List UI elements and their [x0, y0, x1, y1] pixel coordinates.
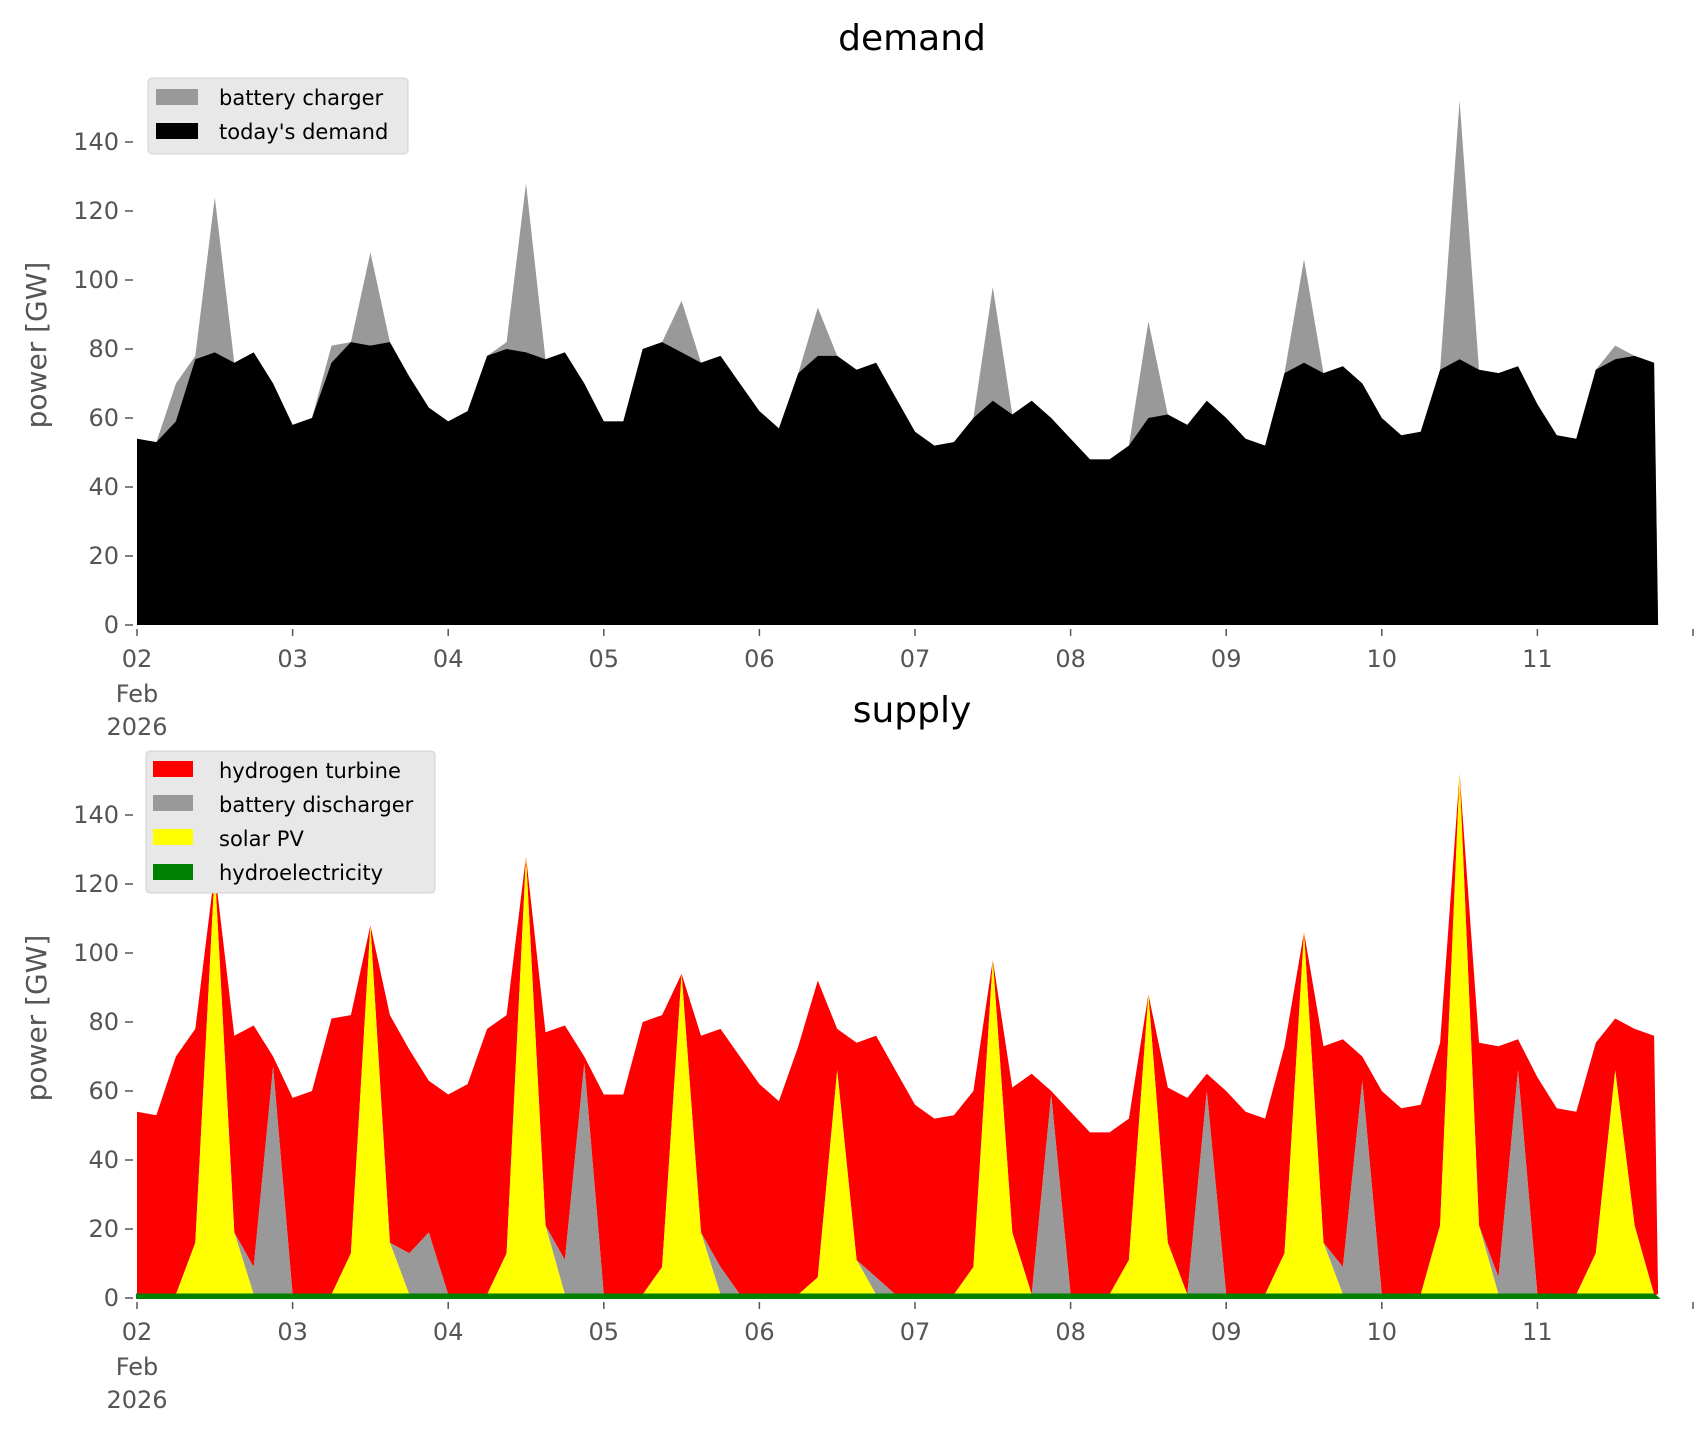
y-tick-label: 20: [88, 542, 119, 570]
legend-swatch-solar-pv: [153, 829, 193, 845]
y-tick-label: 40: [88, 473, 119, 501]
supply-y-axis-label: power [GW]: [20, 935, 53, 1102]
y-tick-label: 140: [73, 128, 119, 156]
legend-label-battery-charger: battery charger: [219, 86, 384, 110]
legend-frame: [145, 750, 436, 894]
x-tick-label: 11: [1522, 645, 1553, 673]
x-tick-label: 09: [1211, 1318, 1242, 1346]
legend-swatch-battery-discharger: [153, 795, 193, 811]
legend-label-todays-demand: today's demand: [219, 120, 388, 144]
y-tick-label: 80: [88, 1008, 119, 1036]
x-tick-label: 10: [1367, 1318, 1398, 1346]
y-tick-label: 100: [73, 939, 119, 967]
y-tick-label: 120: [73, 870, 119, 898]
demand-legend: battery charger today's demand: [147, 77, 409, 155]
supply-x-axis: 02 03 04 05 06 07 08 09 10 11 Feb 2026: [106, 1302, 1694, 1414]
legend-label-battery-discharger: battery discharger: [219, 793, 414, 817]
area-solar-pv: [137, 773, 1659, 1295]
y-tick-label: 0: [104, 1284, 119, 1312]
area-todays-demand: [137, 342, 1659, 625]
legend-swatch-battery-charger: [156, 89, 198, 105]
legend-label-solar-pv: solar PV: [219, 827, 304, 851]
x-tick-label: 10: [1367, 645, 1398, 673]
legend-frame: [147, 77, 409, 155]
y-tick-label: 60: [88, 1077, 119, 1105]
x-tick-label: 11: [1522, 1318, 1553, 1346]
y-tick-label: 80: [88, 335, 119, 363]
y-tick-label: 60: [88, 404, 119, 432]
legend-swatch-hydroelectricity: [153, 864, 193, 880]
legend-swatch-todays-demand: [156, 123, 198, 139]
x-tick-label: 03: [277, 1318, 308, 1346]
legend-label-hydroelectricity: hydroelectricity: [219, 861, 383, 885]
y-tick-label: 120: [73, 197, 119, 225]
x-tick-label: 05: [589, 645, 620, 673]
x-tick-label: 05: [589, 1318, 620, 1346]
demand-y-axis-label: power [GW]: [20, 262, 53, 429]
area-hydroelectricity: [136, 1293, 1661, 1299]
x-tick-label: 08: [1055, 645, 1086, 673]
x-tick-label: 02: [122, 1318, 153, 1346]
x-tick-year: 2026: [106, 1386, 167, 1414]
legend-swatch-hydrogen-turbine: [153, 761, 193, 777]
supply-areas: [136, 773, 1661, 1299]
y-tick-label: 100: [73, 266, 119, 294]
x-tick-label: 04: [433, 645, 464, 673]
area-hydrogen-turbine: [137, 773, 1659, 1295]
x-tick-label: 07: [900, 645, 931, 673]
demand-areas: [137, 100, 1659, 626]
demand-subplot: demand 0 20 40 60 80 100 120 140 02 03 04 05 06 07 08…: [20, 18, 1694, 741]
x-tick-label: 09: [1211, 645, 1242, 673]
y-tick-label: 0: [104, 611, 119, 639]
demand-title: demand: [838, 18, 986, 59]
legend-label-hydrogen-turbine: hydrogen turbine: [219, 759, 401, 783]
area-battery-discharger: [137, 773, 1659, 1295]
supply-legend: hydrogen turbine battery discharger sola…: [145, 750, 436, 894]
x-tick-year: 2026: [106, 713, 167, 741]
x-tick-label: 06: [744, 645, 775, 673]
x-tick-label: 03: [277, 645, 308, 673]
demand-y-axis: 0 20 40 60 80 100 120 140: [73, 128, 133, 639]
x-tick-label: 04: [433, 1318, 464, 1346]
x-tick-label: 06: [744, 1318, 775, 1346]
supply-y-axis: 0 20 40 60 80 100 120 140: [73, 801, 133, 1312]
y-tick-label: 40: [88, 1146, 119, 1174]
x-tick-month: Feb: [116, 680, 159, 708]
x-tick-label: 08: [1055, 1318, 1086, 1346]
y-tick-label: 20: [88, 1215, 119, 1243]
x-tick-label: 02: [122, 645, 153, 673]
supply-subplot: supply 0 20 40 60 80 100 120 140 02 03 04 05 06 07 08…: [20, 690, 1694, 1414]
demand-x-axis: 02 03 04 05 06 07 08 09 10 11 Feb 2026: [106, 629, 1694, 741]
x-tick-month: Feb: [116, 1353, 159, 1381]
y-tick-label: 140: [73, 801, 119, 829]
x-tick-label: 07: [900, 1318, 931, 1346]
supply-title: supply: [853, 690, 972, 731]
